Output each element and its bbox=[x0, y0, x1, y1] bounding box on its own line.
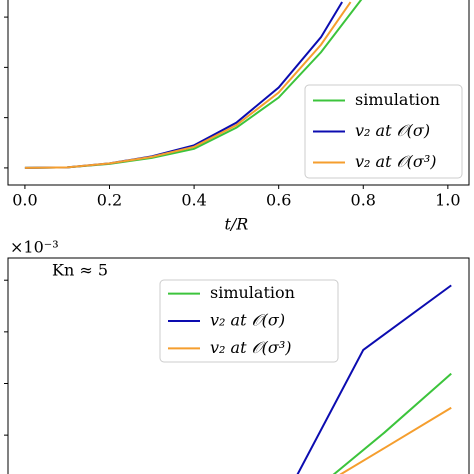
line-series bbox=[296, 284, 452, 474]
legend: simulation v₂ at 𝒪(σ) v₂ at 𝒪(σ³) bbox=[304, 84, 463, 179]
legend-frame bbox=[159, 279, 339, 363]
x-tick-label: 0.0 bbox=[12, 191, 37, 210]
line-series bbox=[24, 1, 343, 169]
line-series bbox=[339, 406, 452, 474]
x-tick-label: 0.8 bbox=[351, 191, 376, 210]
axis-scale-label: ×10⁻³ bbox=[10, 238, 59, 257]
x-tick-label: 1.0 bbox=[435, 191, 460, 210]
legend-label: v₂ at 𝒪(σ³) bbox=[210, 338, 292, 357]
legend-label: v₂ at 𝒪(σ) bbox=[210, 311, 285, 330]
axes-frame bbox=[7, 257, 470, 474]
plot-area bbox=[296, 284, 452, 474]
x-axis-label: t/R bbox=[224, 215, 248, 234]
legend-frame bbox=[304, 84, 463, 179]
line-series bbox=[24, 1, 352, 169]
legend-label: simulation bbox=[355, 90, 440, 109]
x-tick-label: 0.2 bbox=[97, 191, 122, 210]
line-series bbox=[332, 372, 452, 474]
annotation: Kn ≈ 5 bbox=[52, 261, 108, 280]
legend-label: v₂ at 𝒪(σ³) bbox=[355, 152, 437, 171]
legend-label: v₂ at 𝒪(σ) bbox=[355, 121, 430, 140]
legend-label: simulation bbox=[210, 283, 295, 302]
x-tick-label: 0.4 bbox=[181, 191, 206, 210]
x-tick-label: 0.6 bbox=[266, 191, 291, 210]
plot-area bbox=[24, 0, 363, 169]
axes-frame bbox=[7, 0, 470, 186]
legend: simulation v₂ at 𝒪(σ) v₂ at 𝒪(σ³) bbox=[159, 279, 339, 363]
